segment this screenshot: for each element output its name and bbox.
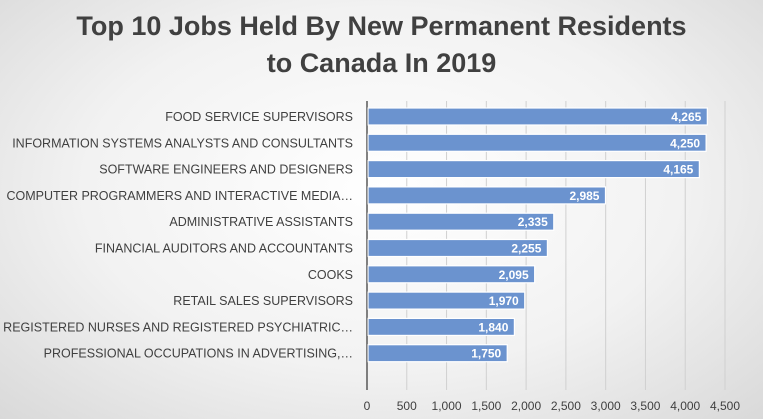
bar: [367, 291, 526, 310]
category-label: ADMINISTRATIVE ASSISTANTS: [169, 215, 353, 229]
x-tick-label: 1,500: [471, 399, 501, 413]
category-label: RETAIL SALES SUPERVISORS: [173, 294, 353, 308]
bar-value-label: 2,255: [511, 242, 541, 256]
bar-value-label: 4,265: [671, 110, 701, 124]
bar: [367, 186, 607, 205]
bar: [367, 344, 508, 363]
bar: [367, 212, 555, 231]
category-label: SOFTWARE ENGINEERS AND DESIGNERS: [99, 163, 353, 177]
category-label: PROFESSIONAL OCCUPATIONS IN ADVERTISING,…: [44, 347, 353, 361]
bar: [367, 160, 700, 179]
x-tick-label: 1,000: [432, 399, 462, 413]
x-tick-label: 500: [397, 399, 417, 413]
bar-value-label: 2,985: [569, 189, 599, 203]
category-label: INFORMATION SYSTEMS ANALYSTS AND CONSULT…: [12, 136, 353, 150]
bar: [367, 133, 707, 152]
category-label: FOOD SERVICE SUPERVISORS: [165, 110, 353, 124]
x-tick-label: 3,000: [591, 399, 621, 413]
bar: [367, 238, 548, 258]
x-tick-label: 3,500: [630, 399, 660, 413]
bar-value-label: 2,095: [499, 268, 529, 282]
category-label: FINANCIAL AUDITORS AND ACCOUNTANTS: [95, 242, 353, 256]
chart-title: Top 10 Jobs Held By New Permanent Reside…: [0, 8, 763, 82]
x-tick-label: 4,500: [710, 399, 740, 413]
bar-value-label: 4,250: [670, 136, 700, 150]
bar-value-label: 1,750: [471, 347, 501, 361]
category-label: REGISTERED NURSES AND REGISTERED PSYCHIA…: [3, 320, 353, 334]
chart-title-line-1: Top 10 Jobs Held By New Permanent Reside…: [76, 11, 687, 41]
bar: [367, 265, 536, 284]
x-tick-label: 0: [364, 399, 371, 413]
bar: [367, 107, 708, 126]
x-tick-label: 4,000: [670, 399, 700, 413]
bar-value-label: 2,335: [518, 215, 548, 229]
bar: [367, 317, 515, 336]
chart-title-line-2: to Canada In 2019: [266, 48, 497, 78]
x-tick-label: 2,000: [511, 399, 541, 413]
x-tick-label: 2,500: [551, 399, 581, 413]
bar-value-label: 4,165: [663, 163, 693, 177]
category-label: COOKS: [308, 268, 353, 282]
bar-value-label: 1,970: [489, 294, 519, 308]
category-label: COMPUTER PROGRAMMERS AND INTERACTIVE MED…: [6, 189, 353, 203]
bar-value-label: 1,840: [478, 320, 508, 334]
